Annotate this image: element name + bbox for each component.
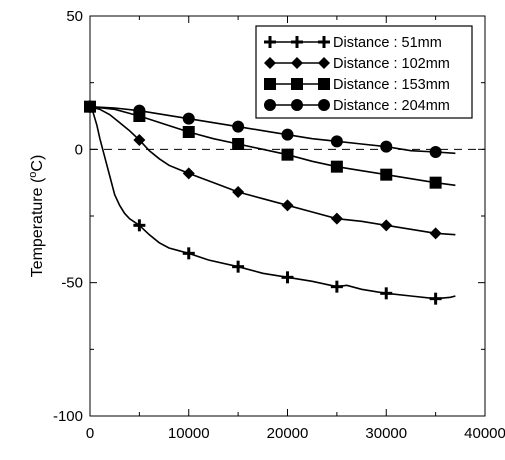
series-line-circle	[89, 105, 456, 155]
data-point-square	[330, 160, 343, 173]
x-tick-label: 40000	[464, 425, 505, 442]
data-point-square	[232, 138, 245, 150]
axis-ticks	[89, 15, 486, 417]
legend: Distance : 51mm Distance : 102mm Distance …	[255, 25, 473, 119]
data-point-diamond	[429, 227, 442, 240]
data-point-circle	[330, 135, 343, 148]
data-point-square	[429, 176, 442, 189]
data-point-diamond	[330, 212, 343, 225]
data-point-circle	[232, 120, 245, 133]
series-markers	[84, 100, 442, 305]
legend-item-square: Distance : 153mm	[264, 77, 450, 93]
data-point-circle	[84, 100, 96, 113]
y-axis-label-main: Temperature (	[29, 177, 46, 277]
legend-marker-diamond	[291, 57, 303, 69]
data-point-circle	[281, 128, 294, 141]
data-point-circle	[380, 140, 393, 153]
legend-marker-diamond	[318, 57, 330, 69]
x-tick-label: 20000	[267, 425, 309, 442]
x-tick-label: 30000	[365, 425, 407, 442]
series-line-diamond	[89, 105, 456, 236]
data-point-diamond	[232, 186, 245, 198]
y-axis-label-degree: o	[27, 172, 39, 178]
legend-marker-plus	[291, 36, 303, 48]
data-point-circle	[133, 104, 146, 117]
data-point-square	[281, 148, 294, 161]
series-lines	[89, 105, 456, 300]
y-tick-label: 50	[66, 8, 83, 25]
data-point-plus	[281, 271, 294, 284]
y-tick-label: -50	[61, 275, 83, 292]
legend-marker-square	[318, 78, 330, 90]
x-tick-label: 0	[86, 425, 94, 442]
legend-item-circle: Distance : 204mm	[264, 98, 450, 114]
y-tick-label: -100	[53, 408, 83, 425]
data-point-circle	[182, 112, 195, 125]
data-point-plus	[182, 247, 195, 260]
data-point-circle	[429, 146, 442, 158]
data-point-plus	[133, 219, 146, 232]
legend-marker-plus	[264, 36, 276, 48]
legend-label: Distance : 153mm	[333, 77, 450, 93]
axis-tick-labels: 0 10000 20000 30000 40000 50 0 -50 -100	[53, 8, 505, 442]
data-point-diamond	[281, 199, 294, 212]
legend-marker-circle	[291, 99, 303, 111]
legend-marker-circle	[264, 99, 276, 111]
series-line-plus	[89, 106, 456, 300]
legend-marker-square	[264, 78, 276, 90]
legend-label: Distance : 51mm	[333, 35, 442, 51]
data-point-plus	[232, 260, 245, 273]
legend-marker-plus	[318, 36, 330, 48]
legend-label: Distance : 102mm	[333, 56, 450, 72]
data-point-plus	[330, 280, 343, 293]
series-line-square	[89, 105, 456, 187]
legend-marker-circle	[318, 99, 330, 111]
y-tick-label: 0	[75, 141, 83, 158]
data-point-square	[380, 168, 393, 181]
data-point-plus	[429, 292, 442, 305]
y-axis-label-unit: C)	[29, 155, 46, 172]
x-tick-label: 10000	[168, 425, 210, 442]
data-point-diamond	[133, 134, 146, 146]
data-point-diamond	[380, 219, 393, 232]
data-point-square	[182, 126, 195, 138]
legend-item-plus: Distance : 51mm	[264, 35, 442, 51]
legend-marker-diamond	[264, 57, 276, 69]
y-axis-label: Temperature (oC)	[27, 155, 46, 278]
legend-marker-square	[291, 78, 303, 90]
data-point-plus	[380, 287, 393, 300]
data-point-diamond	[182, 167, 195, 180]
legend-label: Distance : 204mm	[333, 98, 450, 114]
legend-item-diamond: Distance : 102mm	[264, 56, 450, 72]
